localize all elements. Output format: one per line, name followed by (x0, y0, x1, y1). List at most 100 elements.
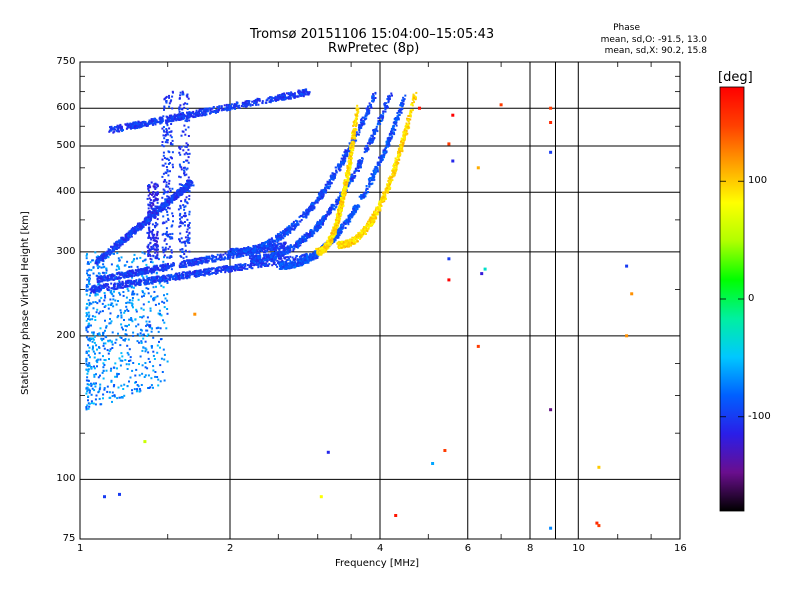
echo-point (161, 371, 164, 373)
echo-point (199, 272, 201, 275)
echo-point (141, 251, 144, 254)
echo-point (269, 240, 272, 243)
echo-point (134, 280, 137, 283)
echo-point (113, 126, 116, 128)
echo-point (234, 251, 237, 254)
echo-point (86, 278, 89, 281)
echo-point (103, 284, 106, 287)
echo-point (184, 184, 187, 186)
echo-point (133, 228, 135, 231)
echo-point (244, 248, 247, 251)
echo-point (160, 204, 163, 207)
echo-point (245, 102, 248, 105)
echo-point (235, 256, 238, 259)
echo-point (291, 256, 294, 259)
echo-point (284, 233, 286, 236)
echo-point (163, 301, 166, 304)
echo-point (135, 381, 137, 384)
echo-point (154, 123, 157, 126)
echo-point (230, 249, 233, 252)
echo-point (117, 386, 120, 389)
echo-point (108, 391, 111, 394)
echo-point (138, 334, 141, 337)
echo-point (141, 225, 144, 228)
echo-point (129, 282, 132, 285)
echo-point (199, 113, 202, 116)
echo-point (264, 249, 267, 252)
echo-point (115, 268, 118, 271)
echo-point (254, 244, 257, 247)
echo-point (136, 257, 138, 260)
echo-point (86, 352, 88, 354)
echo-point (113, 276, 116, 279)
echo-point (141, 334, 144, 337)
echo-point (208, 271, 210, 274)
echo-point (228, 106, 231, 109)
echo-point (324, 188, 327, 191)
echo-point (144, 258, 147, 261)
echo-point (90, 366, 93, 369)
echo-point (138, 226, 141, 229)
echo-point (147, 123, 150, 126)
echo-point (153, 277, 156, 280)
echo-point (370, 103, 372, 106)
echo-point (98, 272, 101, 275)
echo-point (202, 110, 205, 113)
echo-point (116, 367, 118, 370)
echo-point (276, 237, 279, 240)
echo-point (113, 394, 116, 397)
echo-point (260, 245, 263, 247)
data-points (85, 88, 634, 530)
echo-point (214, 259, 216, 262)
echo-point (120, 326, 123, 329)
echo-point (116, 397, 119, 400)
echo-point (297, 223, 300, 226)
echo-point (197, 275, 200, 277)
echo-point (194, 260, 197, 263)
echo-point (325, 186, 328, 189)
echo-point (92, 290, 95, 292)
echo-point (85, 360, 88, 362)
echo-point (222, 108, 225, 111)
echo-point (218, 105, 221, 108)
echo-point (125, 296, 128, 299)
echo-point (107, 285, 110, 288)
echo-point (155, 285, 157, 288)
echo-point (86, 376, 89, 379)
echo-point (127, 231, 130, 234)
echo-point (180, 275, 183, 277)
echo-point (159, 338, 162, 341)
echo-point (278, 245, 281, 248)
echo-point (321, 220, 323, 223)
echo-point (276, 99, 279, 102)
echo-point (368, 102, 371, 105)
echo-point (188, 184, 191, 187)
echo-point (209, 108, 212, 111)
echo-point (147, 333, 150, 336)
echo-point (96, 264, 99, 267)
echo-point (201, 108, 204, 111)
echo-point (188, 274, 191, 277)
echo-point (136, 270, 139, 273)
echo-point (123, 237, 126, 240)
echo-point (303, 91, 305, 94)
echo-point (244, 251, 247, 254)
echo-point (102, 344, 105, 347)
echo-point (102, 287, 105, 289)
echo-point (145, 270, 147, 273)
echo-point (96, 361, 99, 364)
echo-point (105, 271, 108, 274)
echo-point (361, 120, 364, 123)
echo-point (113, 288, 116, 291)
echo-point (163, 358, 166, 361)
echo-point (216, 270, 219, 273)
echo-point (188, 111, 191, 114)
echo-point (93, 373, 96, 376)
echo-point (87, 323, 90, 326)
echo-point (134, 374, 137, 377)
echo-point (121, 286, 124, 289)
echo-point (323, 191, 325, 193)
echo-point (128, 318, 131, 321)
echo-point (125, 281, 128, 283)
echo-point (88, 274, 91, 277)
